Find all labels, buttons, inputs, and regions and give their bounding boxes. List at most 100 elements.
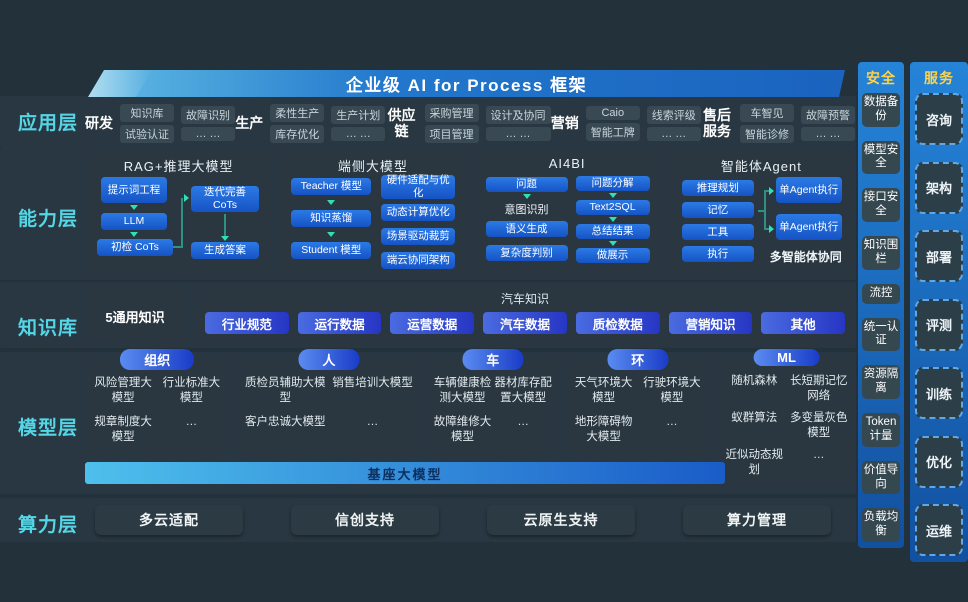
model-item: 地形障碍物大模型 (574, 415, 633, 443)
app-col: 柔性生产 库存优化 (270, 102, 325, 144)
security-item: 知识围栏 (862, 236, 900, 270)
model-item: 行业标准大模型 (162, 377, 221, 404)
flow-node: Text2SQL (575, 200, 650, 215)
flow-node: 知识蒸馏 (291, 210, 372, 227)
app-group-aftersales: 售后服务 车智见 智能诊修 故障预警 … … (701, 102, 855, 144)
security-item: 统一认证 (862, 317, 900, 352)
cap-box-edge: 端侧大模型 Teacher 模型 知识蒸馏 Student 模型 硬件适配与优化… (279, 150, 467, 278)
kb-pill: 行业规范 (205, 312, 289, 334)
compute-item: 算力管理 (683, 505, 831, 535)
model-item: 蚁群算法 (731, 411, 778, 424)
agent-node: 单Agent执行 (775, 177, 842, 203)
app-item: 线索评级 (646, 105, 701, 124)
knowledge-layer-row: 5通用知识 汽车知识 行业规范 运行数据 运营数据 汽车数据 质检数据 营销知识… (85, 286, 855, 346)
layer-label-capability: 能力层 (18, 209, 79, 230)
compute-layer-row: 多云适配 信创支持 云原生支持 算力管理 (95, 505, 831, 535)
model-group-tag: 环 (607, 349, 669, 370)
app-item: 故障预警 (801, 105, 855, 124)
service-item: 架构 (915, 161, 963, 214)
kb-pill: 质检数据 (575, 312, 660, 334)
security-panel: 安全 数据备份 模型安全 接口安全 知识围栏 流控 统一认证 资源隔离 Toke… (858, 62, 904, 548)
model-group-tag: 车 (462, 349, 524, 370)
compute-item: 云原生支持 (487, 505, 635, 535)
service-item: 咨询 (915, 93, 963, 145)
model-item: 销售培训大模型 (332, 377, 413, 389)
model-items: 随机森林 长短期记忆网络 蚁群算法 多变量灰色模型 近似动态规划 … (718, 358, 855, 478)
model-group-tag: ML (753, 349, 820, 366)
app-group-marketing: 营销 Caio 智能工牌 线索评级 … … (551, 104, 701, 142)
app-item: 智能诊修 (740, 124, 794, 143)
app-group-rd: 研发 知识库 试验认证 故障识别 … … (85, 102, 235, 144)
model-items: 风险管理大模型 行业标准大模型 规章制度大模型 … (85, 358, 230, 445)
app-item: 试验认证 (120, 124, 174, 143)
security-item: 负载均衡 (862, 508, 900, 542)
model-item: … (813, 448, 825, 461)
flow-node: 语义生成 (485, 221, 568, 237)
model-group-environment: 环 天气环境大模型 行驶环境大模型 地形障碍物大模型 … (565, 349, 711, 456)
layer-label-compute: 算力层 (18, 515, 79, 536)
model-group-tag: 人 (298, 349, 360, 370)
connector-line (224, 214, 226, 236)
model-group-tag: 组织 (120, 349, 195, 370)
connector-line (765, 228, 770, 230)
list-node: 推理规划 (681, 180, 754, 196)
compute-item: 信创支持 (291, 505, 439, 535)
kb-general-box: 5通用知识 (85, 286, 185, 346)
cap-box-title: RAG+推理大模型 (123, 159, 234, 174)
model-item: 随机森林 (731, 375, 778, 387)
app-item: 车智见 (740, 103, 794, 122)
app-item: 柔性生产 (270, 103, 325, 122)
model-items: 质检员辅助大模型 销售培训大模型 客户忠诚大模型 … (238, 358, 421, 430)
connector-line (757, 210, 765, 212)
app-col: 线索评级 … … (646, 104, 701, 142)
arrow-down-icon (327, 232, 336, 237)
app-item: 采购管理 (424, 103, 479, 122)
page-title: 企业级 AI for Process 框架 (345, 76, 588, 95)
security-item: 价值导向 (862, 460, 900, 495)
model-item: 风险管理大模型 (94, 377, 152, 404)
app-item: 库存优化 (270, 124, 325, 143)
cap-box-agent: 智能体Agent 推理规划 记忆 工具 执行 单Agent执行 单Agent执行… (667, 150, 855, 278)
model-group-vehicle: 车 车辆健康检测大模型 器材库存配置大模型 故障维修大模型 … (428, 349, 558, 456)
app-item: … … (181, 126, 235, 141)
app-item: … … (331, 126, 386, 141)
agent-node: 单Agent执行 (775, 214, 842, 240)
security-item: 流控 (862, 283, 900, 304)
service-item: 部署 (915, 230, 963, 282)
app-col: Caio 智能工牌 (585, 104, 640, 142)
model-group-ml: ML 随机森林 长短期记忆网络 蚁群算法 多变量灰色模型 近似动态规划 … (718, 349, 855, 486)
app-group-label: 研发 (85, 114, 113, 131)
app-layer-band (0, 96, 856, 148)
app-col: 故障识别 … … (181, 104, 235, 142)
arrow-down-icon (608, 193, 617, 198)
list-node: 记忆 (681, 202, 754, 218)
layer-label-knowledge: 知识库 (18, 318, 79, 339)
app-col: 知识库 试验认证 (120, 102, 174, 144)
flow-node: 问题 (485, 177, 568, 192)
service-item: 训练 (915, 367, 963, 419)
connector-line (765, 190, 770, 192)
flow-node: 生成答案 (191, 242, 259, 259)
service-panel-title: 服务 (924, 70, 954, 86)
security-items: 数据备份 模型安全 接口安全 知识围栏 流控 统一认证 资源隔离 Token计量… (862, 93, 900, 542)
model-items: 天气环境大模型 行驶环境大模型 地形障碍物大模型 … (565, 358, 710, 445)
app-group-label: 供应链 (387, 106, 416, 139)
arrow-down-icon (130, 232, 138, 237)
model-item: 行驶环境大模型 (643, 377, 701, 404)
flow-node: 迭代完善CoTs (191, 186, 259, 212)
security-item: 模型安全 (862, 140, 900, 175)
app-item: 智能工牌 (585, 122, 640, 141)
app-item: 设计及协同 (485, 105, 551, 124)
flow-text: 意图识别 (504, 204, 549, 216)
service-panel: 服务 咨询 架构 部署 评测 训练 优化 运维 (910, 62, 968, 562)
flow-node: Student 模型 (291, 242, 372, 259)
model-groups: 组织 风险管理大模型 行业标准大模型 规章制度大模型 … 人 质检员辅助大模型 … (85, 349, 855, 486)
arrow-down-icon (522, 194, 531, 199)
app-col: 车智见 智能诊修 (740, 102, 794, 144)
service-items: 咨询 架构 部署 评测 训练 优化 运维 (915, 93, 963, 556)
app-item: 知识库 (120, 103, 174, 122)
cap-box-title: 端侧大模型 (337, 159, 408, 174)
kb-pill-row: 行业规范 运行数据 运营数据 汽车数据 质检数据 营销知识 其他 (205, 312, 846, 334)
arrow-down-icon (608, 241, 617, 246)
